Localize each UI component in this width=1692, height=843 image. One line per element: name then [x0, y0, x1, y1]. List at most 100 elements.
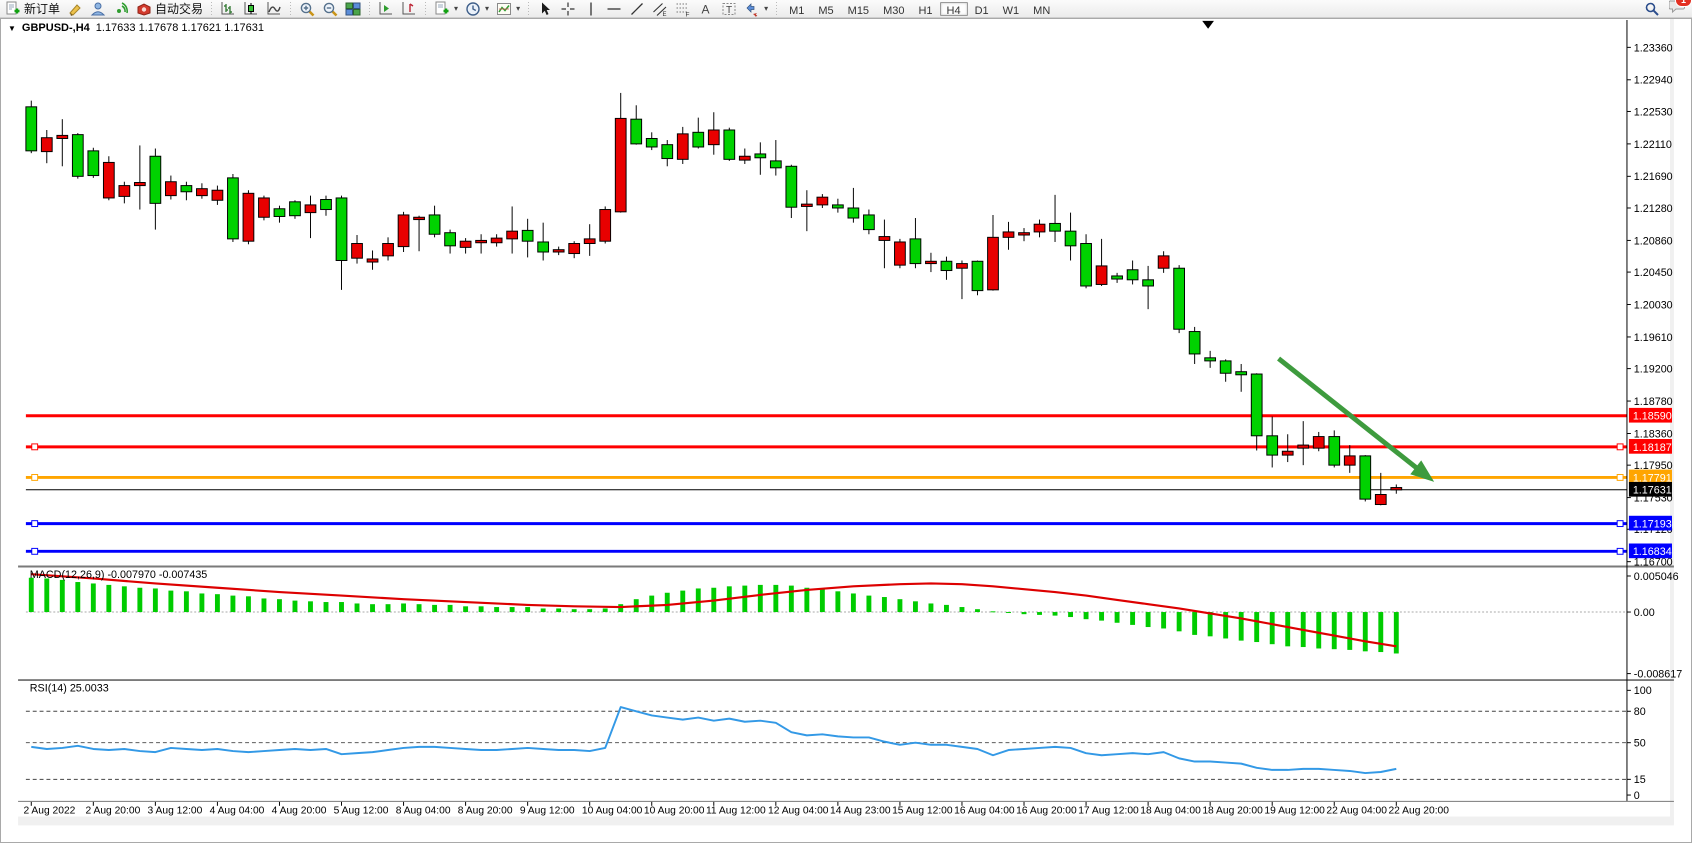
- svg-text:18 Aug 20:00: 18 Aug 20:00: [1202, 806, 1263, 817]
- add-indicator-icon: [434, 1, 450, 17]
- svg-text:T: T: [726, 5, 732, 16]
- svg-text:1.17791: 1.17791: [1633, 472, 1672, 484]
- timeframe-group: M1 M5 M15 M30 H1 H4 D1 W1 MN: [782, 1, 1057, 17]
- svg-text:1.23360: 1.23360: [1634, 42, 1673, 54]
- timeframe-button-M1[interactable]: M1: [782, 2, 811, 17]
- line-handle[interactable]: [1616, 474, 1624, 481]
- vertical-line-button[interactable]: [580, 1, 602, 17]
- line-handle[interactable]: [31, 474, 39, 481]
- svg-text:3 Aug 12:00: 3 Aug 12:00: [148, 806, 203, 817]
- notifications-button[interactable]: 1: [1668, 0, 1692, 19]
- line-handle[interactable]: [1616, 547, 1624, 555]
- svg-text:0.005046: 0.005046: [1634, 571, 1679, 583]
- chart-shift-marker-icon[interactable]: [1202, 20, 1214, 29]
- equidistant-channel-button[interactable]: E: [649, 1, 671, 17]
- svg-text:1.20450: 1.20450: [1634, 267, 1673, 279]
- toolbar-right: 1: [1641, 0, 1692, 19]
- svg-text:1.17631: 1.17631: [1633, 485, 1672, 497]
- svg-text:1.18590: 1.18590: [1633, 411, 1672, 423]
- add-indicator-button[interactable]: ▾: [431, 1, 461, 17]
- main-toolbar: 新订单 自动交易: [0, 0, 1692, 18]
- clock-icon: [465, 1, 481, 17]
- svg-text:50: 50: [1634, 738, 1646, 750]
- svg-text:1.21280: 1.21280: [1634, 203, 1673, 215]
- objects-group: E F A T ▾: [534, 1, 771, 17]
- template-icon: [496, 1, 512, 17]
- line-handle[interactable]: [31, 443, 39, 451]
- svg-text:1.18780: 1.18780: [1634, 396, 1673, 408]
- svg-text:8 Aug 20:00: 8 Aug 20:00: [458, 806, 513, 817]
- svg-text:1.22110: 1.22110: [1634, 139, 1672, 151]
- candlestick-chart-icon: [243, 1, 259, 17]
- arrows-button[interactable]: ▾: [741, 1, 771, 17]
- search-button[interactable]: [1641, 1, 1663, 17]
- zoom-out-button[interactable]: [319, 1, 341, 17]
- chart-window[interactable]: 1.23360 1.22940 1.22530 1.22110 1.21690 1.212…: [0, 18, 1692, 843]
- cursor-button[interactable]: [534, 1, 556, 17]
- person-icon: [90, 1, 106, 17]
- toolbar-separator: [367, 1, 373, 16]
- trendline-button[interactable]: [626, 1, 648, 17]
- trend-arrow-line[interactable]: [1277, 356, 1427, 477]
- crosshair-button[interactable]: [557, 1, 579, 17]
- symbol-title: GBPUSD-,H4: [21, 22, 90, 34]
- timeframe-button-H4[interactable]: H4: [939, 1, 968, 17]
- template-button[interactable]: ▾: [493, 1, 523, 17]
- period-button[interactable]: ▾: [462, 1, 492, 17]
- horizontal-line-button[interactable]: [603, 1, 625, 17]
- collapse-ohlc-icon[interactable]: ▼: [8, 23, 16, 33]
- svg-text:15 Aug 12:00: 15 Aug 12:00: [892, 806, 953, 817]
- svg-text:14 Aug 23:00: 14 Aug 23:00: [830, 806, 891, 817]
- new-order-button[interactable]: 新订单: [2, 1, 63, 17]
- community-button[interactable]: [87, 1, 109, 17]
- tile-windows-button[interactable]: [342, 1, 364, 17]
- signal-icon: [113, 1, 129, 17]
- timeframe-button-D1[interactable]: D1: [968, 2, 996, 17]
- svg-text:11 Aug 12:00: 11 Aug 12:00: [706, 806, 766, 817]
- chevron-down-icon: ▾: [764, 4, 769, 13]
- timeframe-button-MN[interactable]: MN: [1026, 2, 1057, 17]
- candlestick-chart-button[interactable]: [240, 1, 262, 17]
- text-button[interactable]: A: [695, 1, 717, 17]
- navigator-button[interactable]: [398, 1, 420, 17]
- bar-chart-icon: [220, 1, 236, 17]
- signals-button[interactable]: [110, 1, 132, 17]
- svg-text:0: 0: [1634, 790, 1640, 802]
- chevron-down-icon: ▾: [516, 4, 521, 13]
- cursor-icon: [537, 1, 553, 17]
- price-chart-canvas[interactable]: 1.23360 1.22940 1.22530 1.22110 1.21690 1.212…: [0, 18, 1692, 843]
- toolbar-separator: [774, 1, 780, 16]
- trend-arrow: [1277, 356, 1435, 482]
- autotrading-button[interactable]: 自动交易: [133, 1, 206, 17]
- text-label-button[interactable]: T: [718, 1, 740, 17]
- svg-text:16 Aug 20:00: 16 Aug 20:00: [1016, 806, 1077, 817]
- timeframe-button-M30[interactable]: M30: [876, 2, 911, 17]
- chart-type-group: [217, 1, 285, 17]
- timeframe-button-H1[interactable]: H1: [911, 2, 939, 17]
- timeframe-button-M5[interactable]: M5: [811, 2, 840, 17]
- crosshair-icon: [560, 1, 576, 17]
- styler-button[interactable]: [64, 1, 86, 17]
- insert-group: ▾ ▾ ▾: [431, 1, 523, 17]
- line-handle[interactable]: [31, 547, 39, 555]
- timeframe-button-W1[interactable]: W1: [996, 2, 1027, 17]
- line-handle[interactable]: [1616, 520, 1624, 528]
- line-chart-button[interactable]: [263, 1, 285, 17]
- tile-windows-icon: [345, 1, 361, 17]
- svg-text:16 Aug 04:00: 16 Aug 04:00: [954, 806, 1015, 817]
- timeframe-button-M15[interactable]: M15: [841, 2, 876, 17]
- price-axis: 1.23360 1.22940 1.22530 1.22110 1.21690 1.212…: [1626, 42, 1673, 569]
- zoom-in-button[interactable]: [296, 1, 318, 17]
- data-window-button[interactable]: [375, 1, 397, 17]
- symbol-bar: ▼ GBPUSD-,H4 1.17633 1.17678 1.17621 1.1…: [8, 22, 264, 34]
- svg-text:80: 80: [1634, 706, 1646, 718]
- fibonacci-button[interactable]: F: [672, 1, 694, 17]
- line-handle[interactable]: [31, 520, 39, 528]
- svg-text:1.20030: 1.20030: [1634, 299, 1673, 311]
- line-handle[interactable]: [1616, 443, 1624, 451]
- fibonacci-icon: F: [675, 1, 691, 17]
- trend-arrow-head[interactable]: [1410, 460, 1435, 482]
- svg-text:12 Aug 04:00: 12 Aug 04:00: [768, 806, 829, 817]
- bar-chart-button[interactable]: [217, 1, 239, 17]
